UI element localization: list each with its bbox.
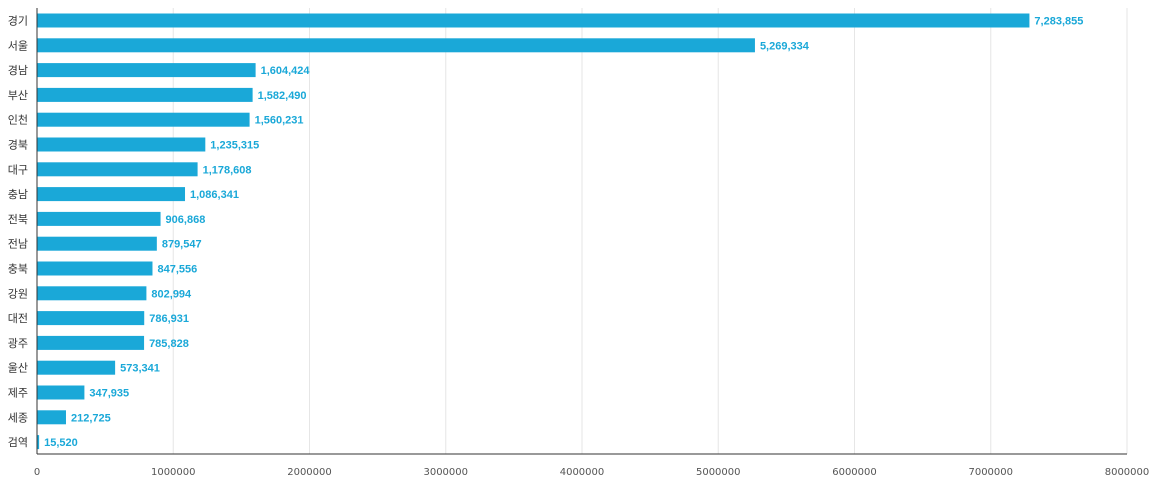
- x-tick-label: 5000000: [696, 467, 741, 478]
- x-tick-label: 7000000: [968, 467, 1013, 478]
- category-label: 부산: [8, 89, 28, 102]
- category-label: 경남: [8, 64, 28, 77]
- category-label: 전북: [8, 213, 28, 226]
- bar: [37, 211, 161, 226]
- data-label: 1,604,424: [261, 65, 311, 77]
- data-label: 847,556: [157, 264, 197, 276]
- x-tick-label: 4000000: [560, 467, 605, 478]
- category-label: 인천: [8, 113, 28, 127]
- category-label: 전남: [8, 238, 28, 251]
- bar: [37, 410, 66, 425]
- bar: [37, 236, 157, 251]
- bar: [37, 63, 256, 78]
- bar: [37, 162, 198, 177]
- category-label: 제주: [8, 387, 28, 400]
- bar: [37, 311, 145, 326]
- bar: [37, 335, 145, 350]
- category-label: 충남: [8, 188, 28, 201]
- bar: [37, 137, 206, 152]
- category-label: 충북: [8, 263, 28, 276]
- data-label: 7,283,855: [1034, 16, 1083, 28]
- x-tick-label: 3000000: [423, 467, 468, 478]
- bar: [37, 187, 186, 202]
- category-label: 강원: [8, 287, 28, 300]
- data-label: 879,547: [162, 239, 202, 251]
- category-label: 대구: [8, 163, 28, 176]
- data-label: 802,994: [151, 288, 192, 300]
- category-label: 경기: [8, 15, 28, 28]
- data-label: 212,725: [71, 412, 111, 424]
- data-label: 1,178,608: [203, 164, 252, 176]
- category-label: 검역: [8, 436, 28, 449]
- x-axis-ticks-layer: 0 1000000 2000000 3000000 4000000 5000000 6000…: [34, 467, 1149, 478]
- data-label: 15,520: [44, 437, 78, 449]
- bar: [37, 38, 755, 53]
- bar: [37, 360, 116, 375]
- bar: [37, 435, 40, 450]
- bar: [37, 286, 147, 301]
- data-label: 1,235,315: [210, 140, 259, 152]
- data-label: 573,341: [120, 363, 160, 375]
- data-label: 347,935: [89, 388, 129, 400]
- data-label: 786,931: [149, 313, 189, 325]
- category-label: 광주: [8, 337, 28, 350]
- x-tick-label: 8000000: [1105, 467, 1149, 478]
- category-label: 대전: [8, 312, 28, 325]
- bar: [37, 112, 250, 127]
- x-tick-label: 0: [34, 467, 40, 478]
- bar: [37, 385, 85, 400]
- data-labels-layer: 7,283,855 5,269,334 1,604,424 1,582,490 1,56…: [44, 16, 1083, 450]
- data-label: 1,582,490: [258, 90, 307, 102]
- bars-layer: [37, 13, 1030, 450]
- grid-layer: [172, 8, 1128, 454]
- data-label: 785,828: [149, 338, 189, 350]
- bar: [37, 13, 1030, 28]
- category-label: 울산: [8, 362, 28, 375]
- bar: [37, 87, 253, 102]
- data-label: 1,086,341: [190, 189, 239, 201]
- category-label: 경북: [8, 139, 28, 152]
- category-label: 세종: [8, 411, 28, 424]
- bar: [37, 261, 153, 276]
- data-label: 5,269,334: [760, 40, 810, 52]
- data-label: 906,868: [166, 214, 206, 226]
- x-tick-label: 6000000: [832, 467, 877, 478]
- data-label: 1,560,231: [255, 115, 304, 127]
- x-tick-label: 1000000: [151, 467, 196, 478]
- x-tick-label: 2000000: [287, 467, 332, 478]
- category-label: 서울: [8, 39, 28, 52]
